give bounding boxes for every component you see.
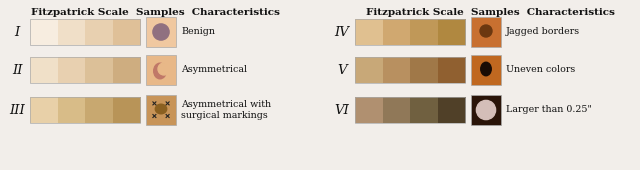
- Bar: [383, 57, 410, 83]
- Ellipse shape: [154, 63, 166, 79]
- Text: III: III: [9, 104, 25, 116]
- Bar: [355, 97, 383, 123]
- Bar: [113, 19, 141, 45]
- Text: I: I: [14, 26, 20, 38]
- Bar: [383, 97, 410, 123]
- Bar: [438, 97, 465, 123]
- Bar: [383, 19, 410, 45]
- Bar: [410, 97, 438, 123]
- Bar: [355, 97, 465, 123]
- Bar: [146, 55, 176, 85]
- Bar: [113, 57, 141, 83]
- Bar: [58, 57, 86, 83]
- Bar: [438, 19, 465, 45]
- Text: VI: VI: [335, 104, 349, 116]
- Ellipse shape: [156, 104, 166, 114]
- Ellipse shape: [481, 62, 492, 76]
- Text: IV: IV: [335, 26, 349, 38]
- Text: Fitzpatrick Scale  Samples  Characteristics: Fitzpatrick Scale Samples Characteristic…: [31, 8, 280, 17]
- Bar: [113, 97, 141, 123]
- Bar: [146, 17, 176, 47]
- Text: V: V: [337, 64, 347, 76]
- Bar: [355, 57, 465, 83]
- Bar: [30, 19, 140, 45]
- Bar: [146, 95, 176, 125]
- Ellipse shape: [480, 25, 492, 37]
- Text: Larger than 0.25": Larger than 0.25": [506, 106, 592, 115]
- Bar: [471, 55, 501, 85]
- Text: Asymmetrical: Asymmetrical: [181, 65, 247, 74]
- Text: Benign: Benign: [181, 28, 215, 37]
- Bar: [438, 57, 465, 83]
- Bar: [30, 57, 140, 83]
- Bar: [30, 97, 58, 123]
- Bar: [58, 19, 86, 45]
- Bar: [30, 19, 58, 45]
- Bar: [410, 19, 438, 45]
- Bar: [85, 19, 113, 45]
- Bar: [85, 57, 113, 83]
- Bar: [30, 57, 58, 83]
- Circle shape: [153, 24, 169, 40]
- Text: Jagged borders: Jagged borders: [506, 28, 580, 37]
- Bar: [355, 19, 383, 45]
- Text: Asymmetrical with
surgical markings: Asymmetrical with surgical markings: [181, 100, 271, 120]
- Circle shape: [158, 63, 170, 75]
- Bar: [471, 95, 501, 125]
- Text: II: II: [12, 64, 22, 76]
- Bar: [85, 97, 113, 123]
- Text: Fitzpatrick Scale  Samples  Characteristics: Fitzpatrick Scale Samples Characteristic…: [365, 8, 614, 17]
- Text: Uneven colors: Uneven colors: [506, 65, 575, 74]
- Bar: [355, 57, 383, 83]
- Bar: [471, 17, 501, 47]
- Bar: [355, 19, 465, 45]
- Circle shape: [476, 100, 495, 120]
- Bar: [410, 57, 438, 83]
- Bar: [30, 97, 140, 123]
- Bar: [58, 97, 86, 123]
